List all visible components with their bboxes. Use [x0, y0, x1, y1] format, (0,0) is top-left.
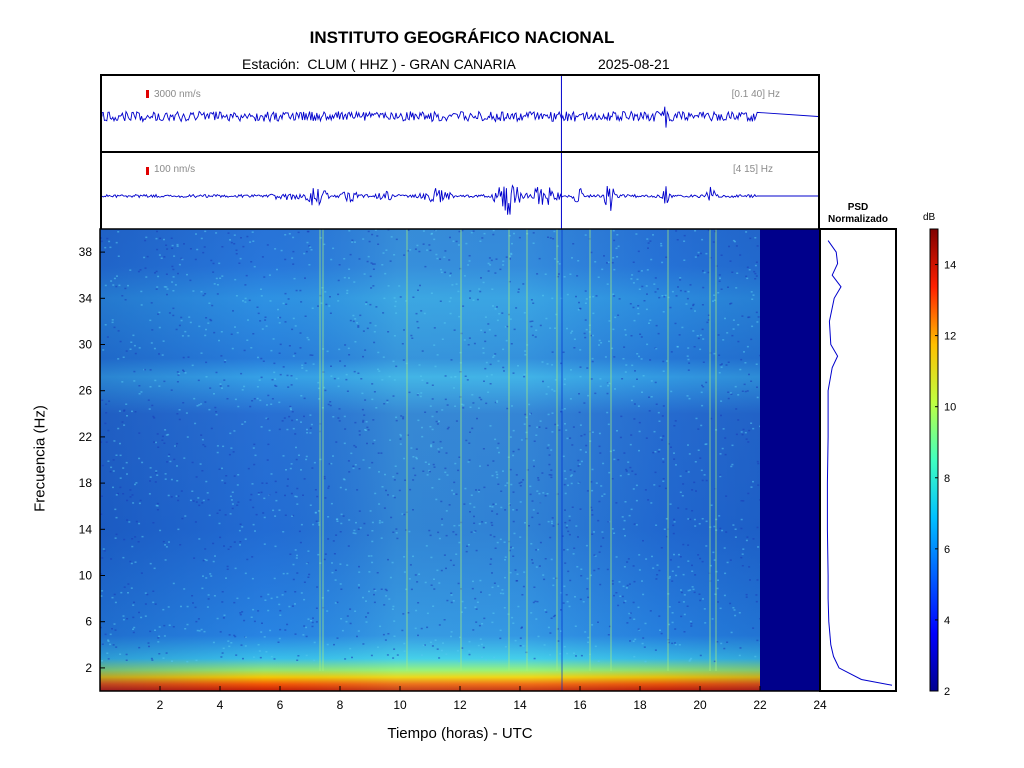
colorbar-tick-label: 6	[944, 544, 950, 556]
colorbar-tick-label: 10	[944, 402, 956, 414]
y-tick-label: 26	[79, 384, 93, 398]
chart-title: INSTITUTO GEOGRÁFICO NACIONAL	[309, 28, 615, 47]
colorbar-tick-label: 8	[944, 473, 950, 485]
x-tick-label: 18	[633, 698, 647, 712]
spectrogram-noise	[100, 229, 762, 663]
psd-panel-frame	[819, 228, 897, 692]
y-tick-label: 2	[85, 661, 92, 675]
colorbar-unit: dB	[923, 212, 936, 223]
x-tick-label: 2	[157, 698, 164, 712]
y-tick-label: 38	[79, 245, 93, 259]
y-tick-label: 6	[85, 615, 92, 629]
x-tick-label: 24	[813, 698, 827, 712]
y-tick-label: 14	[79, 522, 93, 536]
y-tick-label: 18	[79, 476, 93, 490]
station-label: Estación: CLUM ( HHZ ) - GRAN CANARIA	[242, 56, 516, 72]
y-axis-label: Frecuencia (Hz)	[31, 405, 49, 512]
spectrogram-daytime-shading	[100, 229, 760, 691]
y-tick-label: 10	[79, 569, 93, 583]
x-tick-label: 4	[217, 698, 224, 712]
x-tick-label: 8	[337, 698, 344, 712]
x-tick-label: 22	[753, 698, 767, 712]
x-axis-label: Tiempo (horas) - UTC	[387, 725, 533, 742]
psd-title-line1: PSD	[847, 202, 869, 213]
waveform-path	[102, 106, 818, 128]
band-label: [4 15] Hz	[732, 164, 773, 175]
amplitude-label: 100 nm/s	[154, 164, 196, 175]
psd-title-line2: Normalizado	[827, 214, 888, 225]
y-tick-label: 22	[79, 430, 93, 444]
psd-curve	[826, 240, 893, 686]
y-tick-label: 30	[79, 338, 93, 352]
filtered-waveform	[102, 153, 818, 229]
colorbar-tick-label: 12	[944, 331, 956, 343]
psd-title: PSD Normalizado	[818, 202, 898, 226]
colorbar-tick-label: 14	[944, 260, 956, 272]
colorbar-tick-label: 2	[944, 686, 950, 698]
band-label: [0.1 40] Hz	[731, 89, 780, 100]
amplitude-scale-mark	[146, 167, 149, 175]
x-tick-label: 12	[453, 698, 467, 712]
x-tick-label: 16	[573, 698, 587, 712]
amplitude-scale-mark	[146, 90, 149, 98]
filtered-trace-panel: 100 nm/s [4 15] Hz	[100, 151, 820, 231]
colorbar-tick-label: 4	[944, 615, 950, 627]
x-tick-label: 20	[693, 698, 707, 712]
y-tick-label: 34	[79, 291, 93, 305]
colorbar	[929, 228, 939, 692]
x-tick-label: 10	[393, 698, 407, 712]
no-data-region	[760, 229, 820, 691]
waveform-path	[102, 184, 818, 215]
spectrogram-streaks	[319, 229, 717, 671]
x-tick-label: 6	[277, 698, 284, 712]
amplitude-label: 3000 nm/s	[154, 89, 201, 100]
date-label: 2025-08-21	[598, 56, 670, 72]
x-tick-label: 14	[513, 698, 527, 712]
broadband-waveform	[102, 76, 818, 151]
